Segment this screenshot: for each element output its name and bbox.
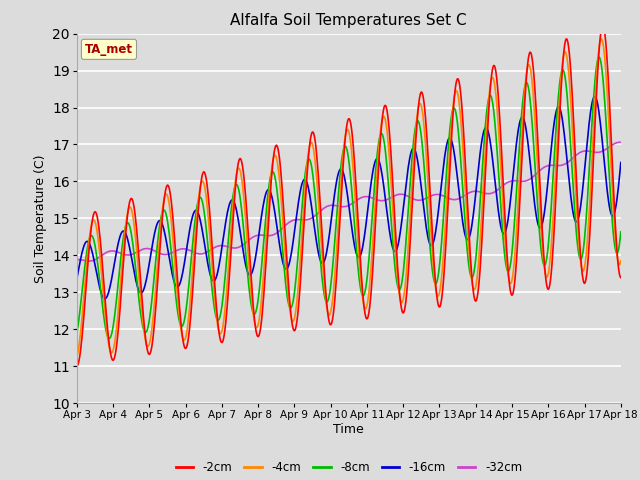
Title: Alfalfa Soil Temperatures Set C: Alfalfa Soil Temperatures Set C xyxy=(230,13,467,28)
X-axis label: Time: Time xyxy=(333,423,364,436)
Text: TA_met: TA_met xyxy=(85,43,133,56)
Y-axis label: Soil Temperature (C): Soil Temperature (C) xyxy=(33,154,47,283)
Legend: -2cm, -4cm, -8cm, -16cm, -32cm: -2cm, -4cm, -8cm, -16cm, -32cm xyxy=(171,456,527,479)
